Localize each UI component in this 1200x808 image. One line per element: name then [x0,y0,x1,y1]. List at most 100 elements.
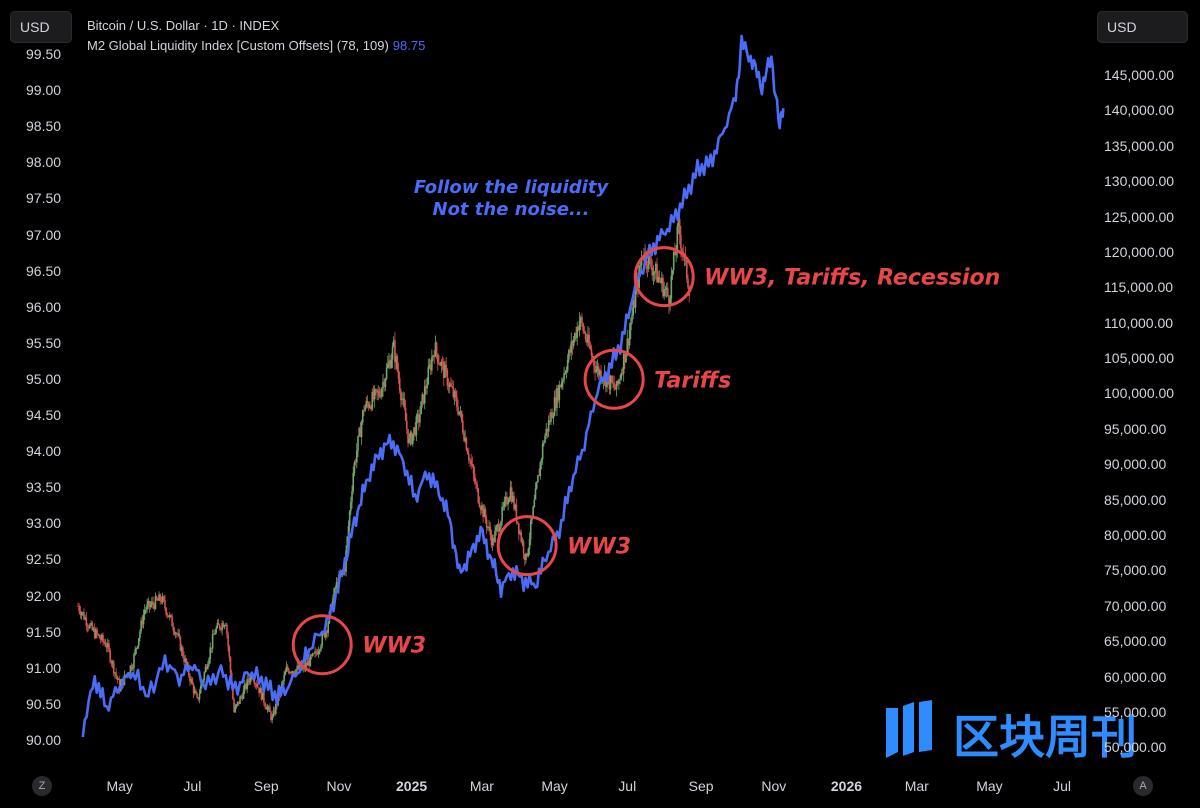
candle-body [382,381,384,389]
candle-body [600,370,602,382]
candle-body [109,649,111,662]
candle-body [96,629,98,635]
left-axis-tick: 94.50 [26,407,62,424]
candle-body [608,375,611,390]
candle-body [659,279,662,284]
candle-body [489,526,492,535]
candle-body [400,390,402,401]
candle-body [570,341,573,353]
right-axis-tick: 140,000.00 [1104,102,1175,119]
candle-body [670,275,673,299]
annotation-circle [633,246,695,308]
candle-body [646,265,649,270]
auto-scale-button[interactable]: A [1133,776,1153,796]
candle-body [422,394,425,404]
candle-body [417,414,420,423]
candle-body [426,384,428,389]
time-axis-tick: May [541,778,568,794]
candle-body [660,277,663,284]
candle-body [227,634,229,647]
time-axis-tick: Sep [253,778,279,794]
candle-body [675,249,677,256]
candle-body [657,276,660,283]
candle-body [397,370,400,379]
candle-body [355,450,358,463]
candle-body [102,634,104,642]
candle-body [319,649,321,652]
candle-body [347,525,350,537]
candle-body [653,271,656,273]
candle-body [314,651,316,654]
candle-body [618,379,620,385]
candle-body [579,317,582,321]
chart-annotations: WW3 WW3 Tariffs WW3, Tariffs, Recession [291,246,1000,676]
annotation-label: Tariffs [654,368,731,393]
candle-body [240,696,243,698]
candle-body [434,342,437,357]
candle-body [348,511,351,526]
candle-body [174,633,177,635]
candle-body [79,611,82,616]
candle-body [551,412,553,419]
candle-body [440,361,443,366]
candle-body [366,400,369,404]
candle-body [681,248,683,252]
candle-body [433,355,436,357]
time-axis-tick: 2025 [396,778,428,794]
candle-body [381,388,383,397]
left-axis-tick: 92.00 [26,587,62,604]
candle-body [286,666,289,670]
candle-body [370,406,372,410]
candle-body [671,269,674,276]
candle-body [249,674,252,682]
zoom-toggle-button[interactable]: Z [32,776,52,796]
candle-body [350,501,352,512]
candle-body [91,622,94,631]
legend-m2[interactable]: M2 Global Liquidity Index [Custom Offset… [87,38,425,53]
candle-body [385,367,388,379]
candle-body [101,634,103,640]
candle-body [571,341,574,346]
candle-body [576,326,579,338]
candle-body [98,634,101,639]
candle-body [191,679,194,685]
right-axis-tick: 55,000.00 [1104,703,1167,720]
candle-body [229,657,232,673]
candle-body [111,661,114,664]
candle-body [130,665,133,669]
candle-body [518,523,520,534]
candle-body [243,683,246,690]
candle-body [309,655,312,667]
candle-body [506,496,508,505]
candle-body [512,495,514,502]
candle-body [207,664,209,670]
candle-body [687,278,689,288]
candle-body [423,386,426,404]
candle-body [210,647,213,649]
candle-body [466,450,469,455]
candle-body [213,634,215,636]
candle-body [192,684,195,694]
candle-body [282,681,284,684]
candle-body [565,370,568,373]
candle-body [640,258,643,266]
legend-bitcoin[interactable]: Bitcoin / U.S. Dollar · 1D · INDEX [87,18,280,33]
time-axis-tick: May [976,778,1003,794]
candle-body [77,605,79,607]
candle-body [597,366,600,376]
candle-body [216,622,219,628]
candle-body [522,541,525,555]
candle-body [637,279,639,288]
candle-body [371,391,374,410]
candle-body [680,234,682,249]
currency-unit-button-right[interactable]: USD [1097,11,1188,43]
watermark-text: 区块周刊 [953,710,1137,764]
candle-body [459,410,462,412]
candle-body [437,353,439,364]
candle-body [656,263,658,283]
candle-body [541,444,544,460]
currency-unit-button-left[interactable]: USD [10,11,72,43]
candle-body [110,661,113,664]
candle-body [583,331,586,333]
